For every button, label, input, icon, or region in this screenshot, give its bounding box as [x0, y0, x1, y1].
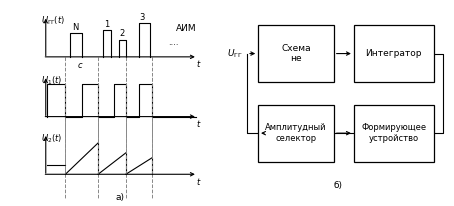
Text: t: t [197, 178, 200, 187]
Text: а): а) [116, 193, 125, 202]
Bar [258, 105, 334, 162]
Text: Интегратор: Интегратор [365, 49, 422, 58]
Text: АИМ: АИМ [176, 24, 196, 33]
Text: Схема
не: Схема не [281, 44, 311, 63]
Text: $U_{\Gamma\Gamma}(t)$: $U_{\Gamma\Gamma}(t)$ [41, 15, 65, 27]
Text: t: t [197, 120, 200, 129]
Text: Амплитудный
селектор: Амплитудный селектор [265, 123, 327, 143]
Bar [354, 105, 434, 162]
Text: 3: 3 [140, 13, 145, 22]
Text: 1: 1 [104, 20, 109, 28]
Bar [354, 25, 434, 82]
Text: $U_{\Gamma\Gamma}$: $U_{\Gamma\Gamma}$ [227, 47, 242, 60]
Text: $U_1(t)$: $U_1(t)$ [41, 74, 62, 87]
Text: Формирующее
устройство: Формирующее устройство [361, 123, 426, 143]
Text: $U_2(t)$: $U_2(t)$ [41, 132, 62, 145]
Text: N: N [72, 23, 78, 32]
Text: 2: 2 [120, 29, 125, 38]
Text: t: t [197, 60, 200, 69]
Text: б): б) [334, 181, 343, 190]
Bar [258, 25, 334, 82]
Text: ....: .... [168, 37, 179, 47]
Text: c: c [78, 61, 82, 70]
